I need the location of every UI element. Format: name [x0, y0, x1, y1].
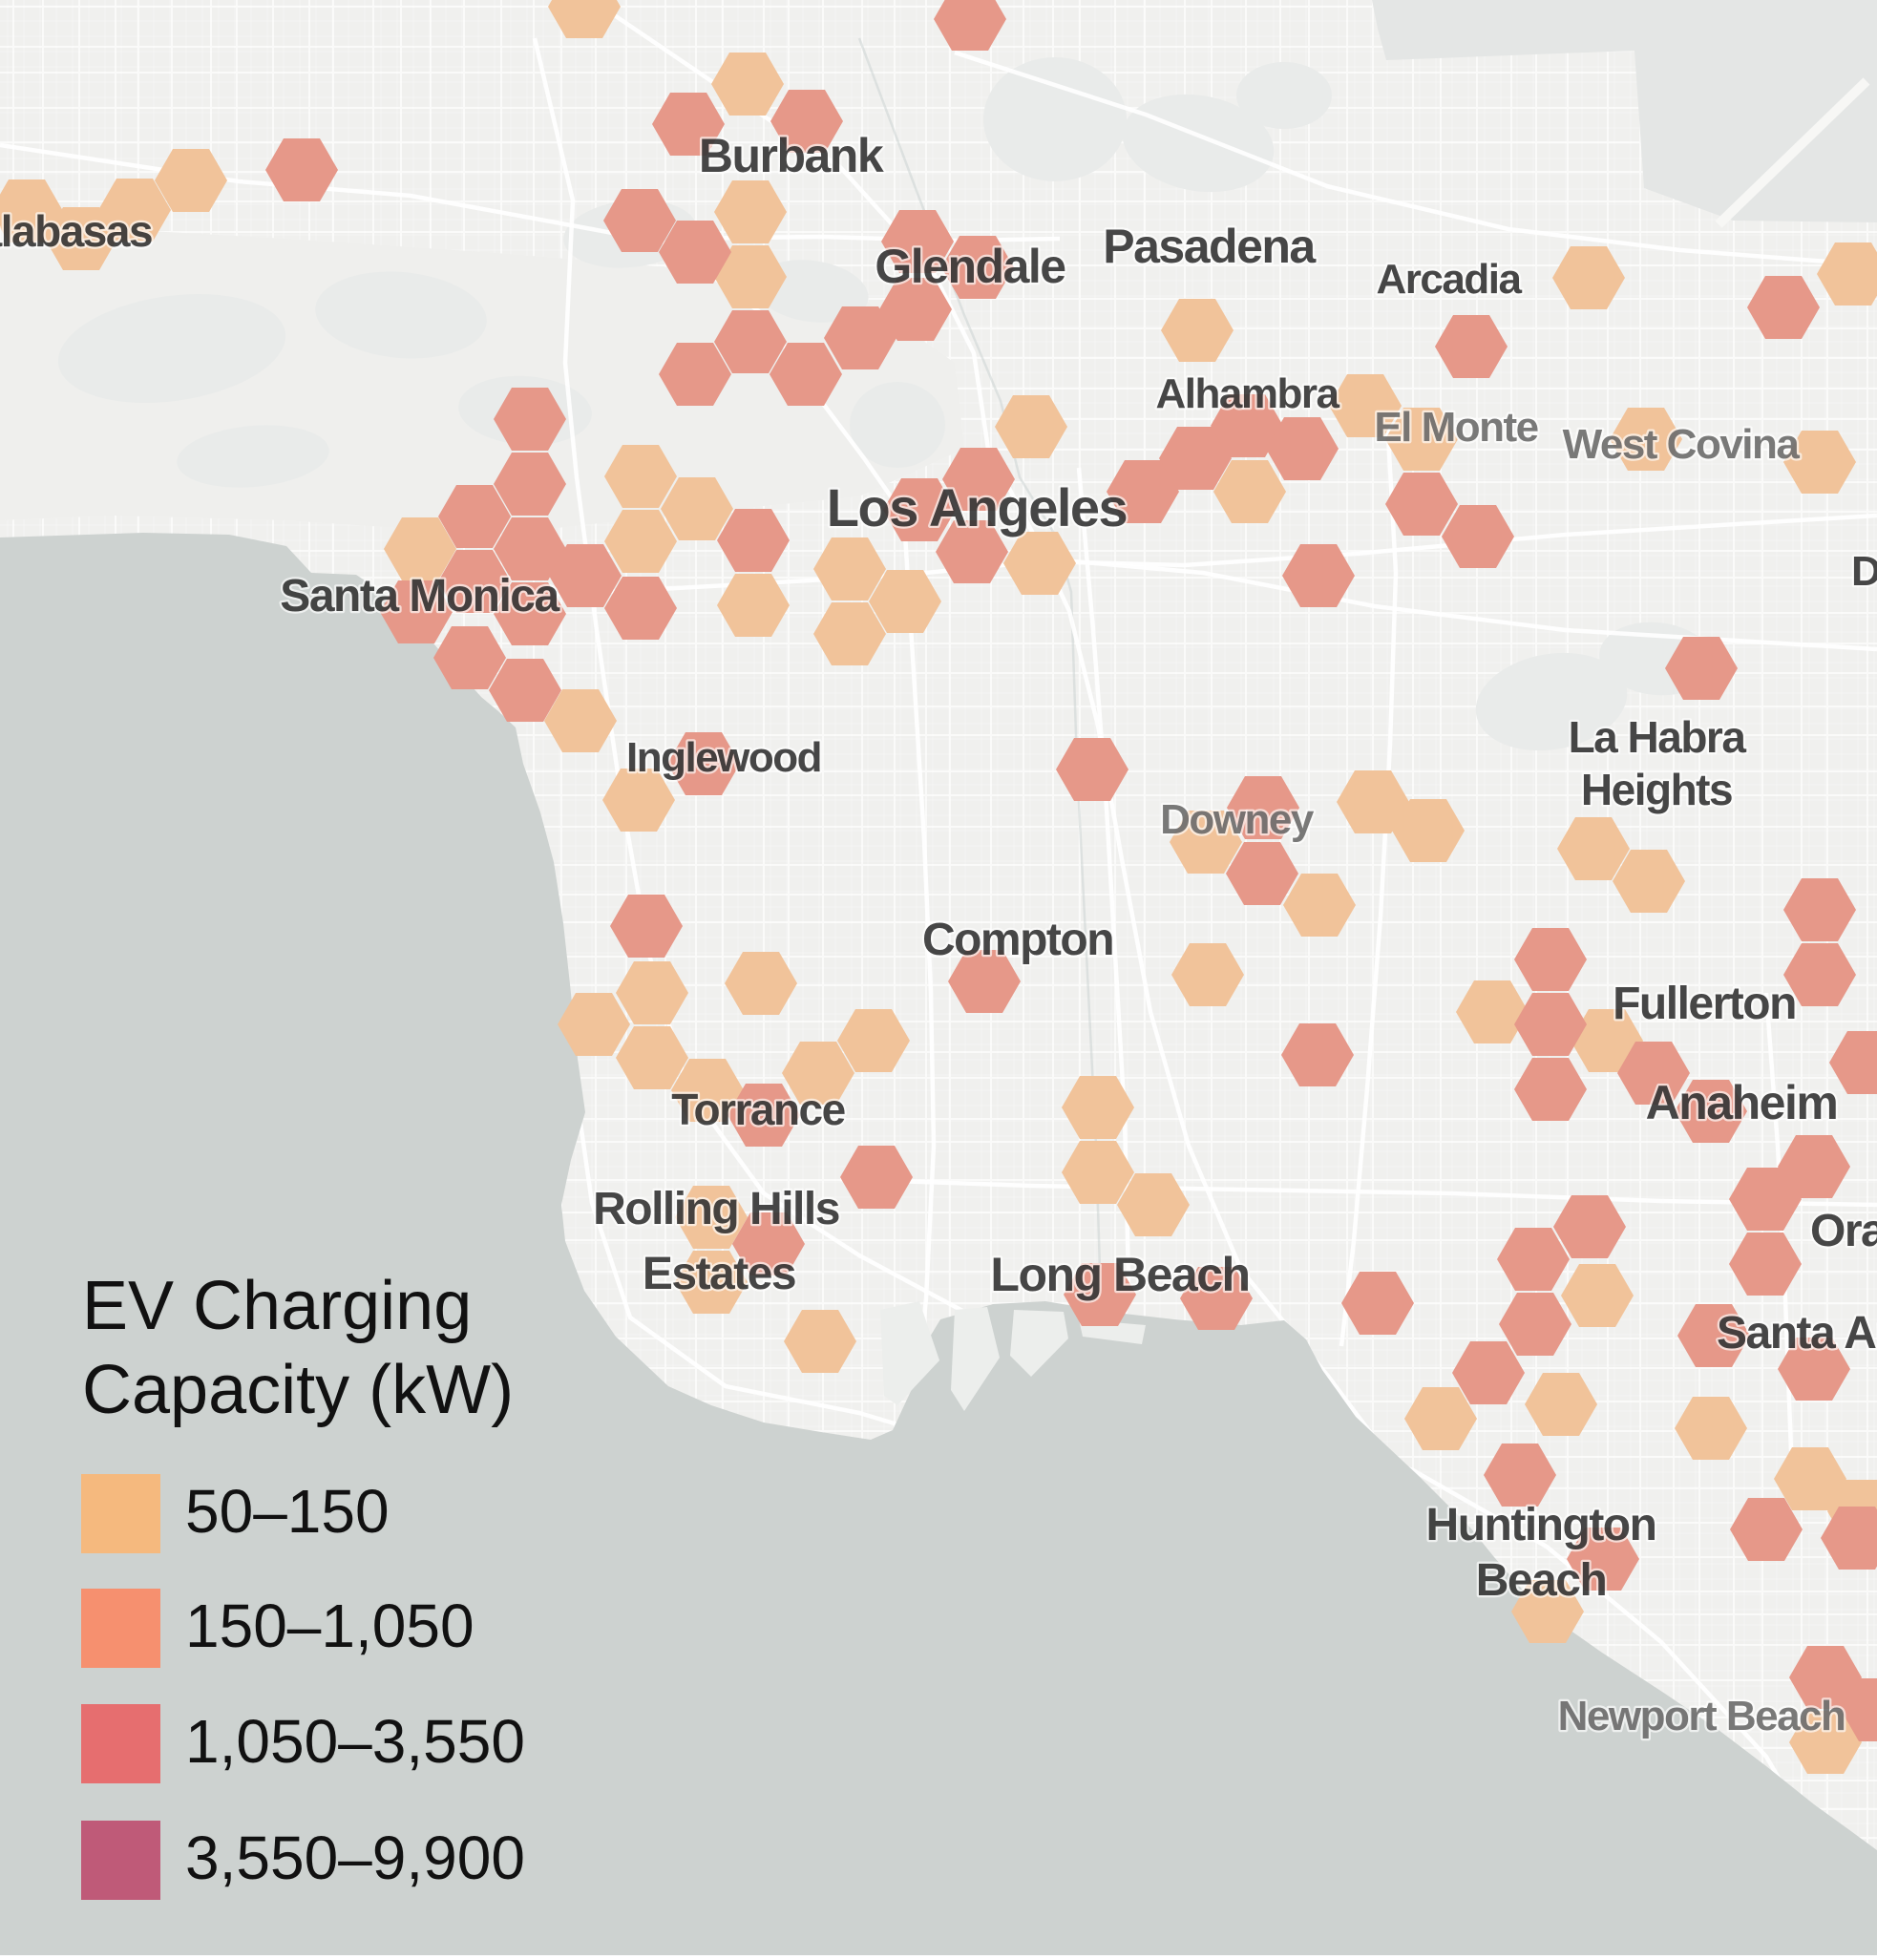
svg-text:1,050–3,550: 1,050–3,550: [185, 1707, 525, 1776]
svg-text:Capacity (kW): Capacity (kW): [82, 1352, 514, 1428]
svg-text:Rolling Hills: Rolling Hills: [593, 1184, 839, 1234]
svg-text:Long Beach: Long Beach: [990, 1248, 1249, 1301]
svg-text:Diamond: Diamond: [1851, 548, 1877, 595]
svg-text:Alhambra: Alhambra: [1156, 370, 1340, 417]
svg-text:Huntington: Huntington: [1426, 1500, 1656, 1550]
svg-text:Arcadia: Arcadia: [1377, 256, 1523, 303]
svg-text:Downey: Downey: [1160, 796, 1315, 843]
svg-text:El Monte: El Monte: [1374, 404, 1537, 451]
svg-text:Calabasas: Calabasas: [0, 206, 152, 256]
svg-text:Burbank: Burbank: [699, 129, 884, 182]
svg-text:Santa Ana: Santa Ana: [1717, 1308, 1877, 1359]
svg-text:Heights: Heights: [1581, 765, 1732, 814]
svg-text:Estates: Estates: [643, 1249, 795, 1299]
svg-text:Anaheim: Anaheim: [1646, 1076, 1838, 1129]
svg-text:150–1,050: 150–1,050: [185, 1591, 475, 1660]
svg-text:Inglewood: Inglewood: [626, 734, 821, 781]
svg-text:Santa Monica: Santa Monica: [280, 571, 559, 622]
svg-text:Newport Beach: Newport Beach: [1558, 1693, 1845, 1739]
svg-text:Fullerton: Fullerton: [1613, 979, 1796, 1029]
svg-text:Orange: Orange: [1810, 1206, 1877, 1256]
svg-text:Los Angeles: Los Angeles: [827, 477, 1127, 537]
svg-text:3,550–9,900: 3,550–9,900: [185, 1823, 525, 1892]
svg-text:Torrance: Torrance: [671, 1085, 845, 1134]
svg-text:Compton: Compton: [922, 915, 1113, 965]
svg-text:EV Charging: EV Charging: [82, 1268, 472, 1344]
svg-text:Beach: Beach: [1476, 1555, 1607, 1606]
svg-text:La Habra: La Habra: [1569, 712, 1747, 762]
svg-text:Glendale: Glendale: [875, 240, 1065, 293]
svg-text:50–150: 50–150: [185, 1477, 390, 1546]
svg-text:West Covina: West Covina: [1563, 421, 1801, 468]
svg-text:Pasadena: Pasadena: [1103, 220, 1317, 273]
